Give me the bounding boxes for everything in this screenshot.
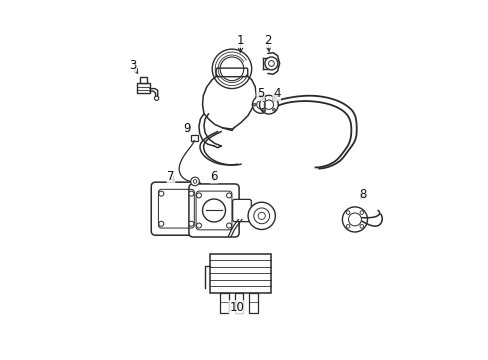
FancyBboxPatch shape <box>232 199 251 222</box>
Circle shape <box>264 57 277 70</box>
Circle shape <box>272 98 275 101</box>
Bar <box>234 293 243 313</box>
Circle shape <box>188 191 194 196</box>
Circle shape <box>262 98 265 100</box>
Circle shape <box>159 221 163 226</box>
Text: 4: 4 <box>272 87 280 100</box>
Circle shape <box>359 225 363 228</box>
Circle shape <box>188 221 194 226</box>
Text: 6: 6 <box>210 170 217 183</box>
Circle shape <box>346 225 349 228</box>
Circle shape <box>196 193 201 198</box>
Bar <box>220 293 228 313</box>
Circle shape <box>159 191 163 196</box>
Circle shape <box>272 108 275 111</box>
Text: 2: 2 <box>264 34 271 48</box>
FancyBboxPatch shape <box>151 182 201 235</box>
Circle shape <box>190 177 199 186</box>
Text: 8: 8 <box>358 188 366 201</box>
FancyBboxPatch shape <box>216 68 247 77</box>
Circle shape <box>252 96 269 113</box>
Circle shape <box>154 96 159 100</box>
Circle shape <box>253 103 255 106</box>
Text: 5: 5 <box>256 87 264 100</box>
Circle shape <box>262 108 264 111</box>
Text: 9: 9 <box>183 122 190 135</box>
Text: 1: 1 <box>237 34 244 48</box>
Text: 10: 10 <box>229 301 244 314</box>
Bar <box>249 293 257 313</box>
Circle shape <box>262 109 265 112</box>
Bar <box>137 83 149 93</box>
Circle shape <box>359 211 363 215</box>
Circle shape <box>346 211 349 215</box>
Text: 3: 3 <box>129 59 136 72</box>
Circle shape <box>196 223 201 228</box>
Circle shape <box>342 207 367 232</box>
FancyBboxPatch shape <box>188 184 239 237</box>
Circle shape <box>259 95 278 114</box>
Bar <box>140 77 147 83</box>
Circle shape <box>226 193 231 198</box>
Circle shape <box>247 202 275 229</box>
Circle shape <box>262 98 264 101</box>
Bar <box>190 135 198 140</box>
Circle shape <box>226 223 231 228</box>
Bar <box>210 253 271 293</box>
Circle shape <box>212 49 251 89</box>
Text: 7: 7 <box>167 170 174 183</box>
